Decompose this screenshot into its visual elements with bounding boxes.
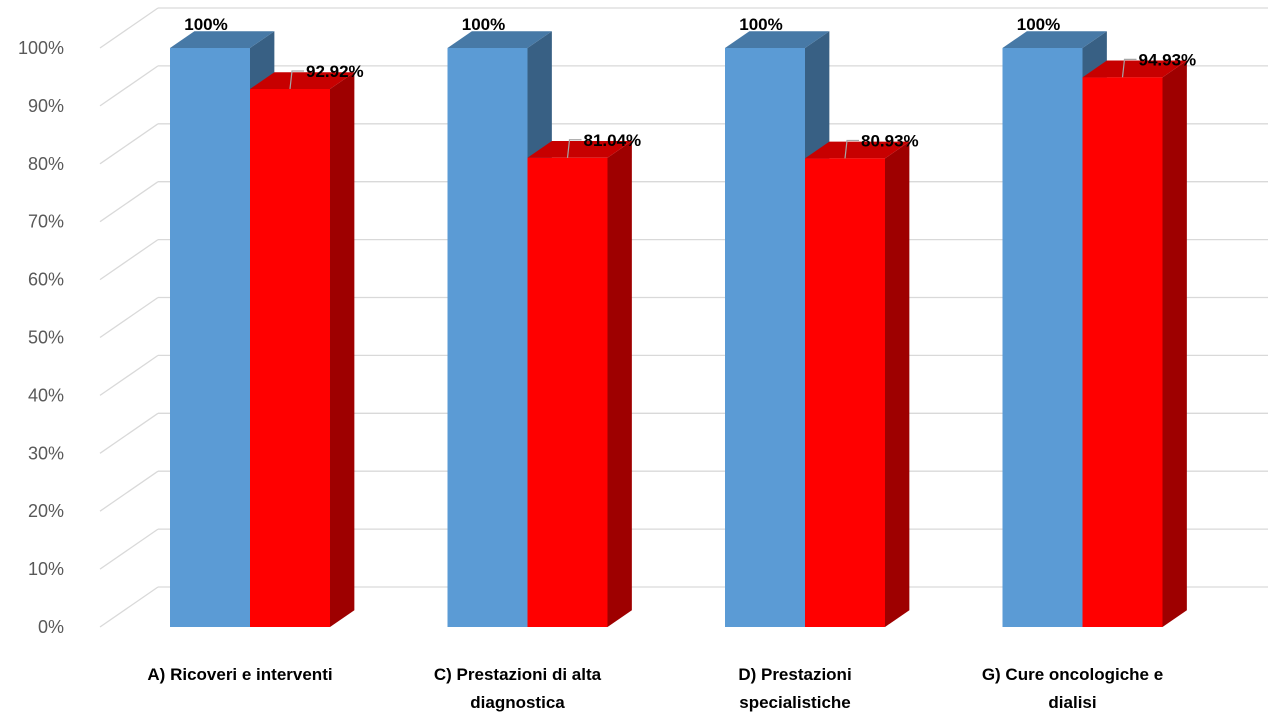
x-category-label-line: C) Prestazioni di alta [434,665,602,684]
gridline-diagonal [99,586,159,628]
y-tick-label: 0% [38,617,64,637]
gridline-diagonal [99,412,159,454]
gridline-diagonal [99,296,159,339]
x-category-label: C) Prestazioni di alta diagnostica [434,665,602,712]
gridline-diagonal [99,123,159,165]
gridline-diagonal [99,239,159,281]
x-category-label: D) Prestazioni specialistiche [738,665,851,712]
leader-line [844,139,859,159]
bar-side [607,140,632,627]
leader-line [289,70,304,90]
bar-top [170,31,275,48]
bar [170,48,250,627]
bar-top [527,140,632,158]
bar [1002,48,1083,627]
data-label: 100% [462,15,505,34]
y-tick-label: 50% [28,328,64,348]
data-label: 81.04% [584,131,642,150]
x-category-label-line: G) Cure oncologiche e [982,665,1163,684]
x-category-label-line: A) Ricoveri e interventi [147,665,332,684]
y-tick-label: 70% [28,212,64,232]
gridline-diagonal [99,7,159,49]
bar-top [725,31,830,48]
bar-top [1082,60,1187,78]
leader-line [566,139,582,158]
data-label: 92.92% [306,62,364,81]
gridline-diagonal [99,354,159,396]
x-category-label-line: dialisi [1048,693,1096,712]
x-category-label-line: D) Prestazioni [738,665,851,684]
bar [527,157,608,628]
gridline-diagonal [99,181,159,223]
bar-side [885,141,910,627]
y-tick-label: 40% [28,385,64,405]
bar-side [1162,60,1187,628]
y-tick-label: 10% [28,559,64,579]
x-category-label: G) Cure oncologiche e dialisi [982,665,1163,712]
data-label: 100% [739,15,782,34]
data-label: 80.93% [861,131,919,150]
y-tick-label: 30% [28,443,64,463]
bar [725,48,805,627]
bar [250,88,330,627]
bar-side [330,72,355,628]
bar-top [447,31,552,48]
y-tick-label: 80% [28,154,64,174]
bar-top [805,141,910,159]
y-tick-label: 90% [28,96,64,116]
y-tick-label: 60% [28,270,64,290]
x-category-label-line: diagnostica [470,693,565,712]
y-tick-label: 100% [18,38,64,58]
leader-line [1121,58,1137,78]
data-label: 100% [184,15,227,34]
x-category-label: A) Ricoveri e interventi [147,665,332,684]
bar-top [1002,31,1107,48]
gridline-diagonal [99,65,159,107]
x-category-label-line: specialistiche [739,693,851,712]
data-label: 100% [1017,15,1060,34]
bar [805,158,885,628]
gridline-diagonal [99,470,159,512]
data-label: 94.93% [1139,50,1197,69]
gridline-diagonal [99,528,159,570]
bar [447,48,528,627]
bar-top [250,72,355,89]
y-tick-label: 20% [28,501,64,521]
bar [1082,77,1163,628]
